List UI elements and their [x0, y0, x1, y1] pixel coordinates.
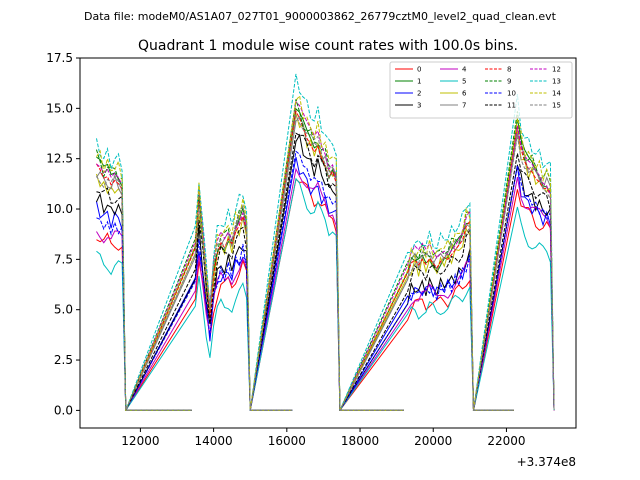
plot-area	[79, 57, 577, 429]
y-tick-label: 17.5	[46, 51, 73, 65]
series-layer	[95, 73, 555, 411]
x-tick-label: 20000	[414, 434, 452, 448]
y-axis: 0.0 2.5 5.0 7.5 10.0 12.5 15.0 17.5	[46, 51, 80, 417]
y-tick-label: 2.5	[54, 353, 73, 367]
y-tick-label: 12.5	[46, 152, 73, 166]
legend-label-5: 5	[462, 78, 466, 86]
legend-label-0: 0	[417, 66, 421, 74]
chart-supertitle: Data file: modeM0/AS1A07_027T01_90000038…	[84, 10, 557, 23]
y-tick-label: 0.0	[54, 403, 73, 417]
x-tick-label: 16000	[268, 434, 306, 448]
legend-label-15: 15	[552, 102, 561, 110]
legend-label-8: 8	[507, 66, 511, 74]
y-tick-label: 10.0	[46, 202, 73, 216]
plot-background	[80, 58, 576, 428]
x-tick-label: 22000	[487, 434, 525, 448]
x-tick-label: 12000	[121, 434, 159, 448]
legend-label-4: 4	[462, 66, 467, 74]
x-tick-label: 14000	[195, 434, 233, 448]
y-tick-label: 7.5	[54, 252, 73, 266]
legend-label-6: 6	[462, 90, 467, 98]
x-offset-label: +3.374e8	[517, 455, 576, 469]
legend-label-3: 3	[417, 102, 421, 110]
x-tick-label: 18000	[341, 434, 379, 448]
series-line-15	[96, 113, 555, 411]
legend-box	[389, 61, 573, 119]
legend-label-1: 1	[417, 78, 421, 86]
x-axis: 12000 14000 16000 18000 20000 22000	[121, 428, 526, 448]
chart-title: Quadrant 1 module wise count rates with …	[138, 38, 518, 54]
legend-label-9: 9	[507, 78, 511, 86]
legend-label-12: 12	[552, 66, 561, 74]
plot-frame	[79, 57, 577, 429]
legend-label-14: 14	[552, 90, 561, 98]
legend-label-7: 7	[462, 102, 466, 110]
legend-label-2: 2	[417, 90, 421, 98]
legend-label-13: 13	[552, 78, 561, 86]
y-tick-label: 15.0	[46, 101, 73, 115]
legend-label-10: 10	[507, 90, 516, 98]
y-tick-label: 5.0	[54, 303, 73, 317]
legend-label-11: 11	[507, 102, 516, 110]
